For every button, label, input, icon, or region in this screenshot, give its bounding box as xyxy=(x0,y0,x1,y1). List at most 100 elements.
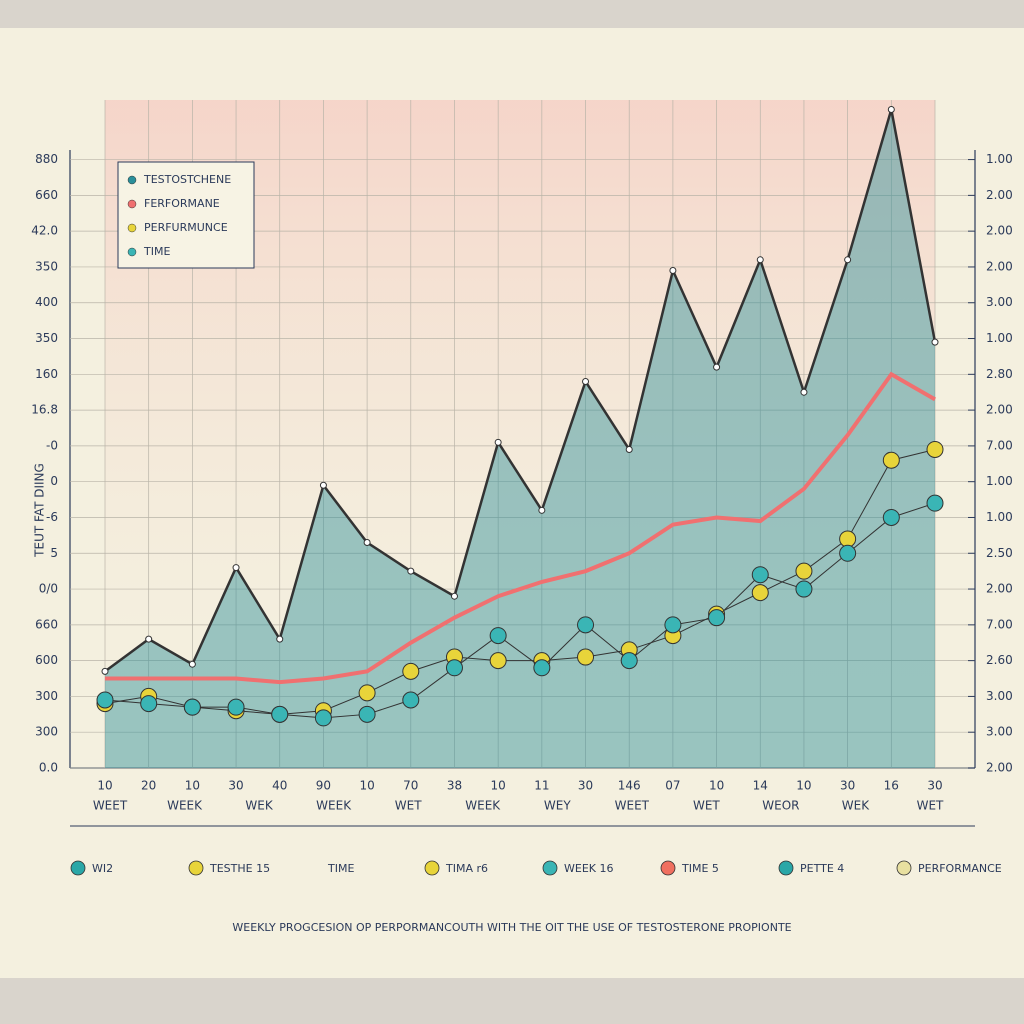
y2-tick-label: 7.00 xyxy=(986,438,1013,452)
bottom-legend-label: TESTHE 15 xyxy=(209,862,270,875)
dot xyxy=(795,562,813,580)
point xyxy=(494,438,502,446)
bottom-legend-swatch xyxy=(896,860,912,876)
point xyxy=(407,567,415,575)
y2-tick-label: 3.00 xyxy=(986,295,1013,309)
y-tick-label: 0 xyxy=(50,474,58,488)
x-tick-label: 10 xyxy=(359,779,374,793)
point xyxy=(800,388,808,396)
dot xyxy=(140,695,158,713)
y-tick-label: 660 xyxy=(35,188,58,202)
point xyxy=(625,445,633,453)
point xyxy=(188,660,196,668)
x-week-label: WEEK xyxy=(465,799,501,813)
legend-swatch xyxy=(127,199,137,209)
bottom-legend-label: TIMA r6 xyxy=(445,862,488,875)
x-week-label: WEOR xyxy=(762,799,799,813)
y-tick-label: 42.0 xyxy=(31,224,58,238)
x-tick-label: 30 xyxy=(840,779,855,793)
x-tick-label: 07 xyxy=(665,779,680,793)
dot xyxy=(402,662,420,680)
dot xyxy=(926,440,944,458)
dot xyxy=(489,652,507,670)
x-tick-label: 16 xyxy=(884,779,899,793)
x-tick-label: 146 xyxy=(618,779,641,793)
dot xyxy=(795,580,813,598)
point xyxy=(319,481,327,489)
x-week-label: WET xyxy=(917,799,944,813)
y-tick-label: 160 xyxy=(35,367,58,381)
y2-tick-label: 2.00 xyxy=(986,403,1013,417)
x-tick-label: 11 xyxy=(534,779,549,793)
point xyxy=(145,635,153,643)
point xyxy=(756,256,764,264)
y-axis-label: TEUT FAT DIING xyxy=(33,463,47,558)
point xyxy=(931,338,939,346)
dot xyxy=(620,652,638,670)
y2-tick-label: 1.00 xyxy=(986,331,1013,345)
bottom-legend-swatch xyxy=(188,860,204,876)
legend-label: FERFORMANE xyxy=(144,197,220,210)
y-tick-label: 880 xyxy=(35,152,58,166)
bottom-legend-swatch xyxy=(542,860,558,876)
legend-swatch xyxy=(127,175,137,185)
y2-tick-label: 3.00 xyxy=(986,725,1013,739)
dot xyxy=(664,616,682,634)
y-tick-label: 660 xyxy=(35,617,58,631)
legend-label: TIME xyxy=(143,245,170,258)
x-tick-label: 30 xyxy=(578,779,593,793)
y-tick-label: 0/0 xyxy=(39,582,58,596)
bottom-legend-swatch xyxy=(424,860,440,876)
x-tick-label: 10 xyxy=(709,779,724,793)
dot xyxy=(314,709,332,727)
y2-tick-label: 2.60 xyxy=(986,653,1013,667)
x-tick-label: 10 xyxy=(185,779,200,793)
area-outline xyxy=(104,109,937,673)
x-tick-label: 38 xyxy=(447,779,462,793)
legend-swatch xyxy=(127,247,137,257)
dot xyxy=(882,451,900,469)
y2-tick-label: 2.00 xyxy=(986,761,1013,775)
x-week-label: WEY xyxy=(544,799,571,813)
y-tick-label: 600 xyxy=(35,653,58,667)
y2-tick-label: 7.00 xyxy=(986,617,1013,631)
x-tick-label: 10 xyxy=(796,779,811,793)
x-week-label: WEET xyxy=(93,799,128,813)
x-week-label: WEET xyxy=(615,799,650,813)
bottom-legend-label: WI2 xyxy=(92,862,113,875)
dot xyxy=(183,698,201,716)
dot xyxy=(358,684,376,702)
bottom-legend-label: PETTE 4 xyxy=(800,862,844,875)
dot xyxy=(926,494,944,512)
y2-tick-label: 2.00 xyxy=(986,188,1013,202)
y-tick-label: 5 xyxy=(50,546,58,560)
y2-tick-label: 1.00 xyxy=(986,152,1013,166)
x-tick-label: 10 xyxy=(97,779,112,793)
point xyxy=(713,363,721,371)
y-tick-label: 400 xyxy=(35,295,58,309)
dot xyxy=(839,530,857,548)
point xyxy=(669,267,677,275)
point xyxy=(101,667,109,675)
x-week-label: WEK xyxy=(842,799,870,813)
point xyxy=(450,592,458,600)
y2-tick-label: 1.00 xyxy=(986,474,1013,488)
x-week-label: WET xyxy=(693,799,720,813)
x-week-label: WEEK xyxy=(167,799,203,813)
dot xyxy=(96,691,114,709)
dot xyxy=(533,659,551,677)
line xyxy=(105,371,936,685)
point xyxy=(538,506,546,514)
point xyxy=(582,377,590,385)
x-week-label: WEEK xyxy=(316,799,352,813)
y-tick-label: 0.0 xyxy=(39,761,58,775)
area xyxy=(105,109,935,768)
bottom-legend-label: TIME xyxy=(327,862,354,875)
bottom-legend-swatch xyxy=(660,860,676,876)
y-tick-label: 16.8 xyxy=(31,403,58,417)
dot xyxy=(577,648,595,666)
dot xyxy=(227,698,245,716)
bottom-legend-label: TIME 5 xyxy=(681,862,719,875)
point xyxy=(844,256,852,264)
